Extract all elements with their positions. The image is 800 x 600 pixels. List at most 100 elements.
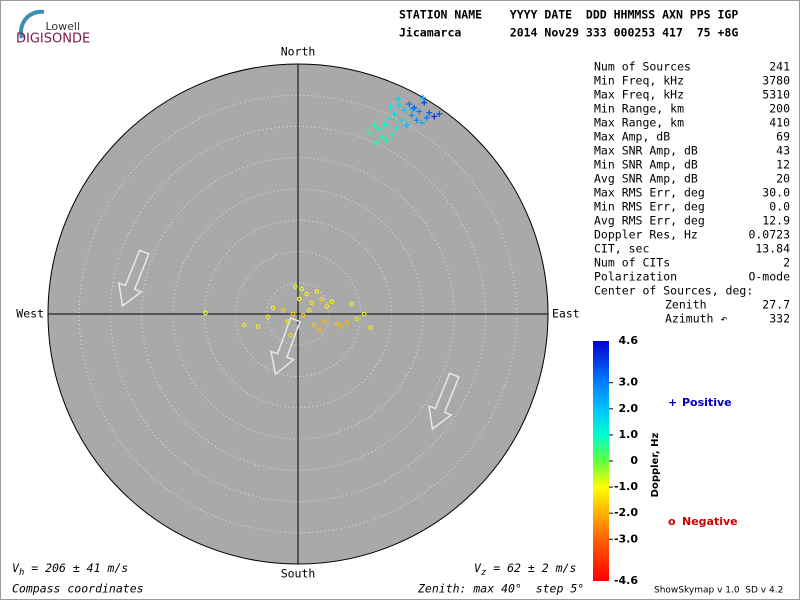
symbol: V [474,561,482,575]
stat-label: Min Freq, kHz [594,74,684,88]
source-positive [436,111,443,117]
source-positive [411,104,418,111]
direction-label: North [281,45,316,59]
source-negative [311,322,317,328]
stat-value: 0.0 [769,200,790,214]
source-negative [306,307,312,313]
source-positive [406,101,413,107]
coords-note: Compass coordinates [12,582,144,596]
source-negative [329,299,335,304]
stat-value: 2 [783,256,790,270]
colorbar-tick-label: -1.0 [614,480,638,493]
source-positive [378,133,385,140]
zenith-note: Zenith: max 40° step 5° [417,582,584,596]
source-negative [290,311,296,317]
colorbar-tick-label: -3.0 [614,532,638,545]
source-negative [344,320,350,326]
logo-product: DIGISONDE [16,32,90,47]
source-positive [386,116,393,122]
drift-arrow [117,249,150,308]
source-negative [339,324,345,329]
source-negative [296,296,302,302]
source-positive [403,122,410,129]
source-negative [265,314,271,319]
stat-value: 27.7 [762,298,790,312]
value: = 62 ± 2 m/s [486,561,576,575]
symbol: V [12,561,20,575]
legend-entry: Negative [682,515,738,528]
subscript: h [19,568,24,578]
stat-label: Max RMS Err, deg [594,186,705,200]
colorbar-tick-label: 2.0 [619,402,639,415]
stat-value: 5310 [762,88,790,102]
source-positive [387,103,394,110]
source-positive [398,117,405,124]
source-negative [314,289,320,294]
source-negative [349,301,355,307]
source-positive [421,99,428,106]
source-negative [324,304,330,309]
velocity-h: Vh = 206 ± 41 m/s [12,561,128,578]
source-positive [393,124,400,131]
header-row: STATION NAME YYYY DATE DDD HHMMSS AXN PP… [399,8,738,22]
stat-label: Polarization [594,270,677,284]
version: ShowSkymap v 1.0 SD v 4.2 [654,586,783,596]
source-negative [334,321,340,327]
drift-arrow [269,317,301,376]
source-positive [381,121,388,127]
stat-value: 410 [769,116,790,130]
source-negative [299,286,305,292]
source-negative [368,325,373,331]
legend-marker: + [668,396,677,409]
colorbar-tick-label: 1.0 [619,428,639,441]
stat-value: 13.84 [755,242,790,256]
source-positive [371,122,378,129]
stat-value: 20 [776,172,790,186]
stat-label: Doppler Res, Hz [594,228,698,242]
stat-label: Avg RMS Err, deg [594,214,705,228]
stat-label: Num of Sources [594,60,691,74]
stat-value: 241 [769,60,790,74]
source-positive [401,107,408,114]
source-positive [410,106,416,112]
header-row: Jicamarca 2014 Nov29 333 000253 417 75 +… [399,26,738,40]
source-negative [285,319,291,324]
source-positive [420,94,426,101]
colorbar-end-label: 4.6 [619,334,639,347]
source-positive [395,96,401,102]
stat-label: Max Freq, kHz [594,88,684,102]
source-negative [270,305,276,311]
source-positive [396,102,403,109]
source-negative [280,307,286,313]
source-negative [304,291,310,297]
stat-value: 43 [776,144,790,158]
logo-brand: Lowell [45,20,80,33]
source-negative [241,322,247,328]
source-negative [255,324,261,329]
stat-value: 69 [776,130,790,144]
source-negative [293,284,298,289]
stat-label: Azimuth ↶ [665,312,727,326]
source-positive [418,119,425,126]
source-positive [408,112,415,119]
source-positive [431,113,438,120]
value: = 206 ± 41 m/s [24,561,128,575]
legend-entry: Positive [682,396,732,409]
stat-value: 12 [776,158,790,172]
colorbar [593,341,609,581]
subscript: z [481,568,486,578]
stat-heading: Center of Sources, deg: [594,284,753,298]
source-positive [376,126,383,132]
colorbar-label: Doppler, Hz [650,433,661,498]
stat-label: Avg SNR Amp, dB [594,172,698,186]
source-positive [373,139,380,146]
stat-label: Min SNR Amp, dB [594,158,698,172]
colorbar-tick-label: 0 [630,454,638,467]
stat-label: Max Amp, dB [594,130,670,144]
drift-arrow [427,372,460,431]
stat-label: Min Range, km [594,102,684,116]
direction-label: East [552,307,580,321]
source-positive [413,117,420,124]
stat-label: Max SNR Amp, dB [594,144,698,158]
direction-label: South [281,567,316,581]
